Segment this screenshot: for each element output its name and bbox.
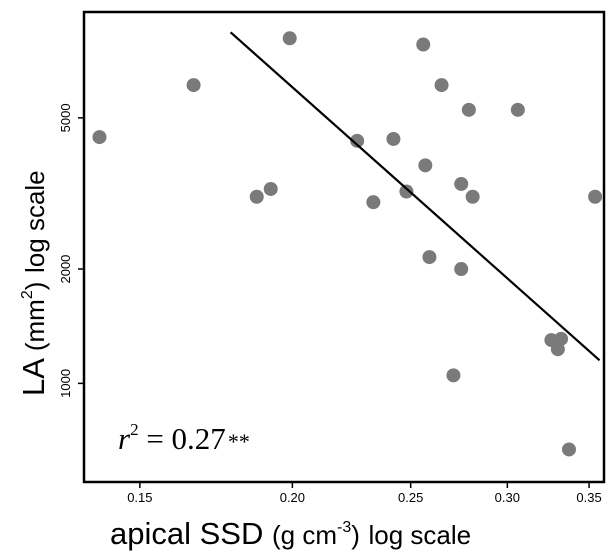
data-point: [454, 176, 469, 191]
x-tick-label: 0.25: [398, 490, 423, 505]
x-tick-label: 0.20: [280, 490, 305, 505]
data-point: [249, 189, 264, 204]
data-point: [350, 133, 365, 148]
data-point: [434, 78, 449, 93]
regression-line: [229, 31, 601, 362]
data-point: [446, 368, 461, 383]
data-point: [510, 102, 525, 117]
data-point: [416, 37, 431, 52]
x-axis-label: apical SSD (g cm-3) log scale: [110, 516, 471, 551]
data-point: [92, 130, 107, 145]
y-tick-label: 2000: [58, 255, 73, 284]
data-point: [422, 250, 437, 265]
x-tick-label: 0.35: [576, 490, 601, 505]
x-tick-label: 0.30: [495, 490, 520, 505]
data-point: [554, 331, 569, 346]
data-point: [588, 189, 603, 204]
data-point: [366, 195, 381, 210]
data-points: [92, 31, 603, 457]
data-point: [399, 184, 414, 199]
data-point: [454, 262, 469, 277]
data-point: [282, 31, 297, 46]
data-point: [465, 189, 480, 204]
y-tick-label: 5000: [58, 103, 73, 132]
data-point: [186, 78, 201, 93]
axis-ticks: 0.15 0.20 0.25 0.30 0.35 1000 2000 5000: [58, 103, 602, 505]
data-point: [461, 102, 476, 117]
x-tick-label: 0.15: [127, 490, 152, 505]
data-point: [418, 158, 433, 173]
data-point: [561, 442, 576, 457]
fit-line-group: [229, 31, 601, 362]
data-point: [386, 131, 401, 146]
data-point: [263, 181, 278, 196]
plot-frame: [82, 10, 606, 484]
y-tick-label: 1000: [58, 369, 73, 398]
annotation-r2: r2 = 0.27**: [118, 420, 250, 456]
y-axis-label: LA (mm2) log scale: [16, 170, 51, 396]
